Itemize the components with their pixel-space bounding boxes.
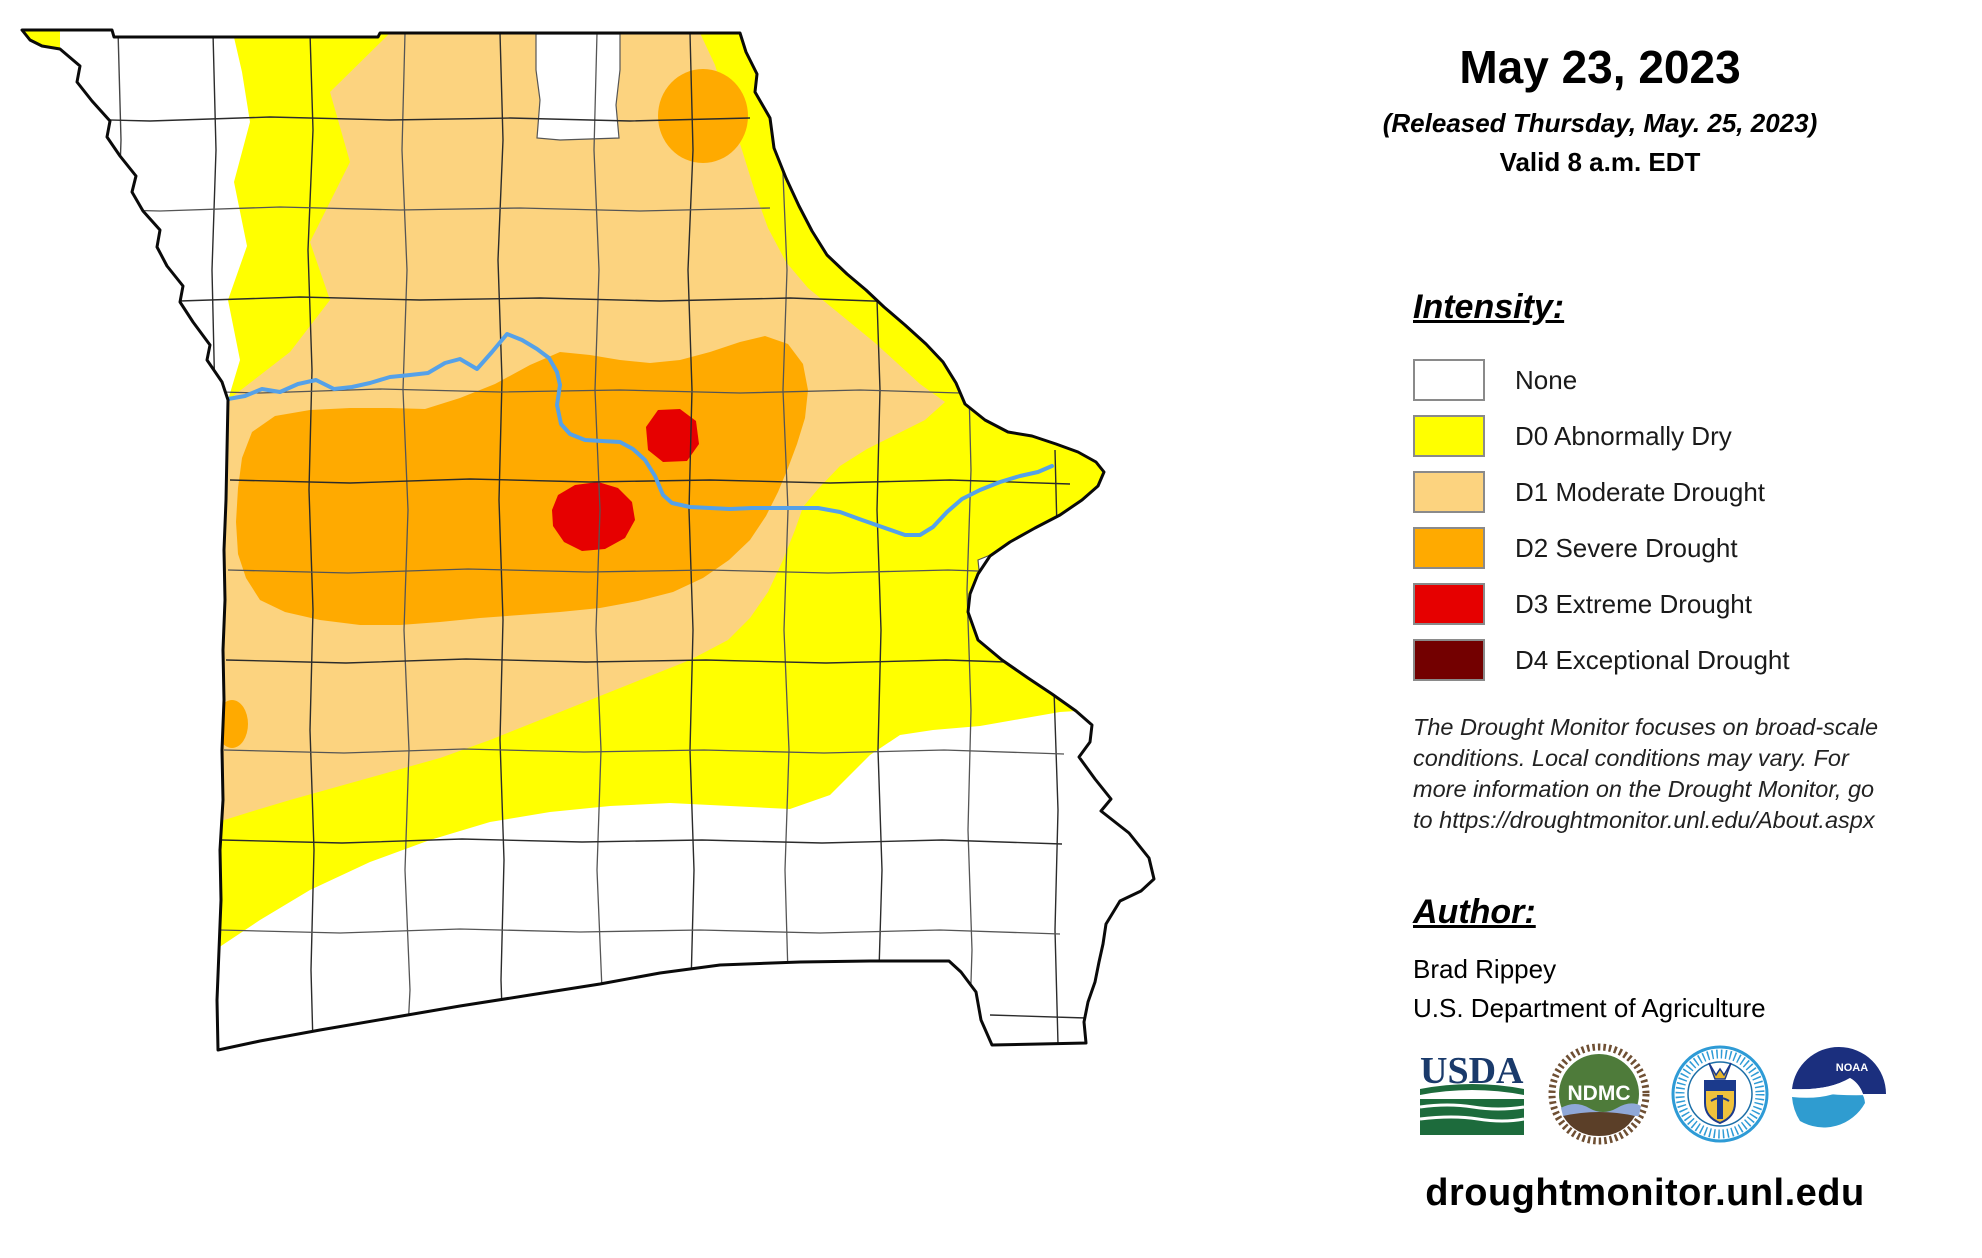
website-url: droughtmonitor.unl.edu: [1425, 1172, 1865, 1214]
agency-logos: USDA NDMC: [1418, 1042, 1888, 1146]
ndmc-logo: NDMC: [1547, 1042, 1651, 1146]
legend-row-none: None: [1413, 352, 1790, 408]
commerce-seal-logo: [1671, 1045, 1769, 1143]
usda-logo: USDA: [1418, 1049, 1526, 1139]
commerce-seal-graphic: [1671, 1045, 1769, 1143]
noaa-logo: NOAA: [1790, 1045, 1888, 1143]
d3-extreme-drought-blob-north: [646, 409, 699, 462]
legend-label: D3 Extreme Drought: [1515, 588, 1752, 619]
legend-row-d3: D3 Extreme Drought: [1413, 576, 1790, 632]
legend-swatch-d4: [1413, 639, 1485, 681]
missouri-drought-map: [20, 28, 1156, 1052]
legend-label: D0 Abnormally Dry: [1515, 420, 1732, 451]
intensity-heading: Intensity:: [1413, 288, 1565, 326]
legend-row-d2: D2 Severe Drought: [1413, 520, 1790, 576]
legend-label: D2 Severe Drought: [1515, 532, 1738, 563]
author-block: Author: Brad Rippey U.S. Department of A…: [1413, 893, 1766, 1024]
map-date-title: May 23, 2023: [1459, 41, 1741, 93]
legend-label: D1 Moderate Drought: [1515, 476, 1766, 507]
legend-swatch-d0: [1413, 415, 1485, 457]
legend-label: None: [1515, 364, 1578, 395]
ndmc-logo-text: NDMC: [1567, 1082, 1630, 1105]
none-region-south: [218, 711, 1154, 1050]
author-name: Brad Rippey: [1413, 954, 1557, 984]
noaa-logo-text: NOAA: [1836, 1062, 1868, 1074]
usda-logo-graphic: USDA: [1419, 1050, 1525, 1135]
title-block: May 23, 2023 (Released Thursday, May. 25…: [1310, 40, 1890, 178]
legend-row-d1: D1 Moderate Drought: [1413, 464, 1790, 520]
author-heading: Author:: [1413, 893, 1536, 931]
valid-line: Valid 8 a.m. EDT: [1499, 147, 1701, 177]
none-region-northwest: [60, 30, 250, 400]
legend-swatch-d1: [1413, 471, 1485, 513]
legend-swatch-d2: [1413, 527, 1485, 569]
missouri-state-outline: [20, 28, 1156, 1052]
d2-severe-drought-west-blob: [216, 700, 248, 748]
missouri-river: [226, 332, 1054, 537]
ndmc-logo-graphic: NDMC: [1548, 1043, 1650, 1145]
d2-severe-drought-north-blob: [658, 69, 748, 163]
author-org: U.S. Department of Agriculture: [1413, 993, 1766, 1023]
none-pocket-north: [535, 33, 621, 141]
legend-row-d0: D0 Abnormally Dry: [1413, 408, 1790, 464]
legend-swatch-d3: [1413, 583, 1485, 625]
legend-row-d4: D4 Exceptional Drought: [1413, 632, 1790, 688]
county-boundaries: [29, 30, 1087, 1049]
released-line: (Released Thursday, May. 25, 2023): [1382, 108, 1818, 138]
noaa-logo-graphic: NOAA: [1791, 1046, 1886, 1141]
disclaimer-text: The Drought Monitor focuses on broad-sca…: [1413, 714, 1879, 834]
intensity-legend: None D0 Abnormally Dry D1 Moderate Droug…: [1413, 352, 1790, 688]
legend-swatch-none: [1413, 359, 1485, 401]
legend-label: D4 Exceptional Drought: [1515, 644, 1790, 675]
d3-extreme-drought-blob-south: [552, 482, 635, 551]
